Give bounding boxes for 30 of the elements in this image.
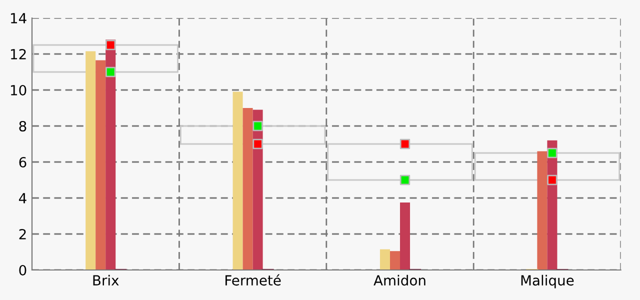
bar — [380, 249, 390, 270]
y-tick-label: 8 — [19, 120, 26, 132]
point — [252, 138, 263, 150]
bar — [242, 108, 253, 270]
point — [547, 148, 558, 158]
x-tick-label: Malique — [521, 274, 574, 288]
bar — [232, 92, 243, 270]
point — [252, 120, 263, 132]
bar — [537, 151, 548, 270]
y-tick-label: 4 — [18, 193, 26, 204]
y-tick-label: 0 — [19, 264, 26, 276]
x-tick-label: Amidon — [374, 274, 426, 286]
y-tick-label: 10 — [10, 84, 26, 96]
bar — [86, 51, 96, 270]
bar — [400, 202, 410, 270]
y-tick-label: 6 — [19, 156, 26, 168]
y-tick-label: 12 — [10, 48, 26, 60]
point — [106, 40, 116, 50]
y-tick-label: 14 — [10, 13, 26, 24]
bar — [96, 60, 106, 270]
x-tick-label: Fermeté — [226, 274, 281, 286]
point — [400, 138, 410, 150]
point — [106, 66, 116, 78]
bar — [390, 251, 400, 270]
bar — [32, 44, 178, 73]
bar — [106, 40, 116, 270]
point — [547, 174, 558, 186]
x-tick-label: Brix — [93, 274, 119, 286]
y-tick-label: 2 — [19, 228, 26, 240]
point — [400, 174, 410, 186]
